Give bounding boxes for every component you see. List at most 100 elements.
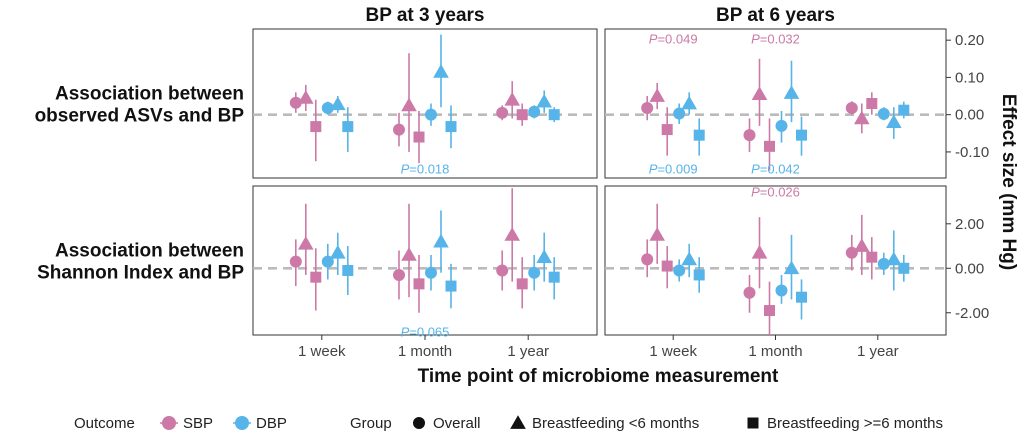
point-estimate	[516, 109, 528, 121]
point-estimate	[548, 271, 560, 283]
legend-group-title: Group	[350, 415, 392, 432]
point-estimate	[866, 98, 878, 109]
point-estimate	[796, 129, 807, 141]
y-tick-label: 0.20	[955, 32, 984, 49]
point-estimate	[298, 236, 314, 250]
p-value-prefix: P	[401, 325, 410, 340]
point-estimate	[783, 260, 800, 275]
point-estimate	[866, 251, 878, 263]
point-estimate	[764, 140, 775, 152]
point-estimate	[445, 280, 457, 292]
legend-outcome-label: DBP	[256, 415, 287, 432]
p-value-number: =0.042	[760, 162, 800, 177]
point-estimate	[425, 108, 437, 121]
point-estimate	[528, 105, 541, 118]
row-label: Association between	[55, 84, 244, 105]
point-estimate	[342, 121, 354, 133]
y-tick-label: 2.00	[955, 216, 984, 233]
point-estimate	[854, 238, 870, 252]
point-estimate	[536, 93, 552, 108]
x-axis-title: Time point of microbiome measurement	[418, 366, 779, 387]
p-value-number: =0.026	[760, 185, 800, 200]
point-estimate	[673, 107, 686, 120]
point-estimate	[310, 271, 322, 283]
point-estimate	[681, 95, 697, 110]
legend-outcome-label: SBP	[183, 415, 213, 432]
point-estimate	[693, 129, 705, 141]
legend-group-label: Overall	[433, 415, 481, 432]
legend-outcome-swatch	[162, 416, 176, 430]
p-value-prefix: P	[751, 185, 760, 200]
point-estimate	[321, 101, 334, 114]
point-estimate	[330, 244, 346, 259]
point-estimate	[445, 121, 457, 133]
point-estimate	[289, 96, 302, 109]
point-estimate	[751, 244, 768, 259]
x-tick-label: 1 year	[857, 343, 899, 360]
facet-panel: P=0.018	[252, 28, 598, 179]
column-title: BP at 3 years	[365, 5, 484, 26]
legend-outcome-swatch	[235, 416, 249, 430]
point-estimate	[401, 247, 417, 261]
point-estimate	[693, 269, 705, 281]
point-estimate	[528, 266, 541, 279]
point-estimate	[845, 101, 858, 114]
point-estimate	[649, 88, 665, 102]
point-estimate	[413, 278, 425, 290]
p-value-annotation: P=0.018	[401, 162, 450, 177]
column-title: BP at 6 years	[716, 5, 835, 26]
point-estimate	[661, 124, 673, 136]
point-estimate	[673, 264, 686, 277]
point-estimate	[743, 286, 756, 299]
p-value-prefix: P	[649, 31, 658, 46]
point-estimate	[783, 85, 800, 99]
point-estimate	[393, 268, 405, 281]
point-estimate	[681, 251, 697, 266]
point-estimate	[401, 97, 417, 112]
point-estimate	[310, 121, 322, 133]
point-estimate	[298, 90, 314, 104]
y-tick-label: -2.00	[955, 305, 989, 322]
p-value-annotation: P=0.032	[751, 31, 800, 46]
point-estimate	[425, 266, 437, 279]
point-estimate	[775, 119, 788, 132]
point-estimate	[898, 104, 910, 116]
point-estimate	[289, 255, 302, 268]
point-estimate	[649, 227, 665, 241]
point-estimate	[496, 106, 509, 119]
point-estimate	[886, 251, 902, 266]
point-estimate	[433, 64, 449, 78]
x-tick-label: 1 week	[649, 343, 697, 360]
p-value-number: =0.009	[657, 162, 697, 177]
p-value-annotation: P=0.049	[649, 31, 698, 46]
point-estimate	[886, 114, 902, 128]
y-tick-label: 0.10	[955, 69, 984, 86]
legend-group-swatch	[510, 415, 526, 429]
point-estimate	[342, 265, 354, 277]
p-value-annotation: P=0.009	[649, 162, 698, 177]
y-tick-label: -0.10	[955, 144, 989, 161]
y-tick-label: 0.00	[955, 260, 984, 277]
point-estimate	[845, 246, 858, 259]
p-value-number: =0.032	[760, 31, 800, 46]
point-estimate	[751, 86, 768, 101]
point-estimate	[433, 233, 449, 248]
point-estimate	[504, 91, 520, 106]
row-label: Association between	[55, 241, 244, 262]
point-estimate	[393, 123, 405, 136]
row-label: Shannon Index and BP	[37, 263, 244, 284]
point-estimate	[330, 96, 346, 111]
point-estimate	[496, 264, 509, 277]
p-value-prefix: P	[649, 162, 658, 177]
row-label: observed ASVs and BP	[35, 106, 245, 127]
point-estimate	[898, 262, 910, 274]
point-estimate	[504, 227, 520, 241]
legend-group-swatch	[413, 417, 425, 429]
point-estimate	[764, 305, 775, 317]
point-estimate	[536, 249, 552, 264]
point-estimate	[661, 260, 673, 272]
point-estimate	[641, 253, 654, 266]
p-value-annotation: P=0.065	[401, 325, 450, 340]
